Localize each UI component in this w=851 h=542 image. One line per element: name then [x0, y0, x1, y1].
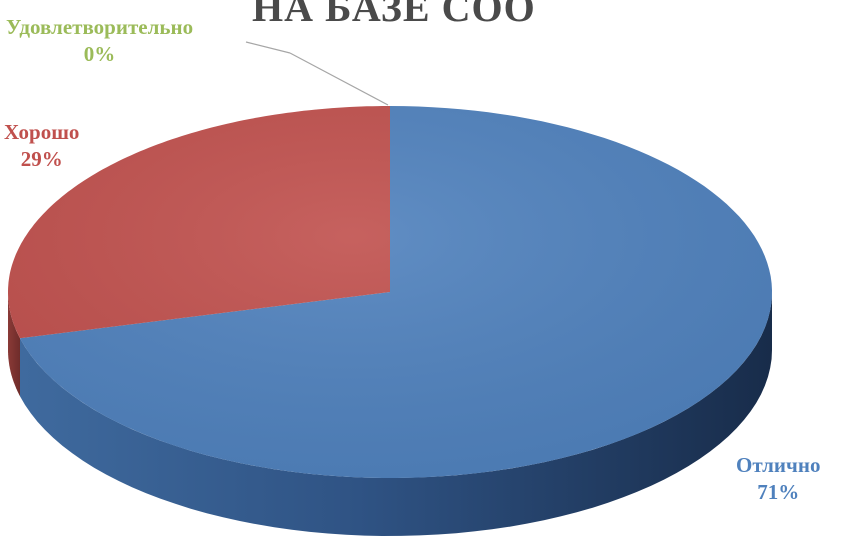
slice-name: Отлично [736, 453, 821, 477]
slice-label-excellent: Отлично 71% [736, 452, 820, 506]
slice-name: Удовлетворительно [6, 15, 194, 39]
pie-side-0 [20, 292, 772, 536]
slice-name: Хорошо [4, 120, 80, 144]
chart-title: НА БАЗЕ СОО [252, 0, 536, 30]
slice-percent: 0% [83, 42, 116, 66]
pie-top-sheen [8, 106, 772, 478]
leader-line [245, 41, 291, 54]
slice-label-satisfactory: Удовлетворительно 0% [6, 14, 193, 68]
pie-side-1 [8, 292, 20, 397]
slice-percent: 29% [20, 147, 63, 171]
slice-label-good: Хорошо 29% [4, 119, 79, 173]
leader-line-2 [289, 52, 389, 106]
slice-percent: 71% [757, 480, 800, 504]
